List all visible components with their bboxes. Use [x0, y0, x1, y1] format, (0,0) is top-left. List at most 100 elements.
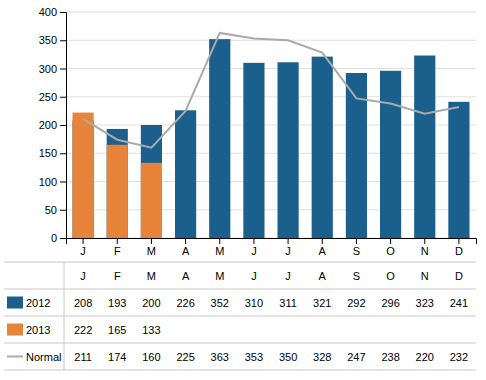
table-header: M [215, 270, 224, 282]
legend-swatch [7, 324, 23, 336]
y-tick-label: 150 [39, 147, 57, 159]
data-label: 174 [108, 351, 126, 363]
table-header: J [80, 270, 86, 282]
marks [72, 33, 469, 238]
table-header: A [182, 270, 190, 282]
data-label: 225 [176, 351, 194, 363]
y-tick: 200 [39, 119, 66, 131]
y-tick-label: 300 [39, 63, 57, 75]
table-header: D [455, 270, 463, 282]
x-tick: J [251, 238, 257, 257]
y-tick: 300 [39, 63, 66, 75]
x-tick: A [319, 238, 327, 257]
table-border [4, 316, 476, 317]
x-tick-mark [458, 238, 459, 244]
x-tick-label: M [147, 245, 156, 257]
x-tick: M [147, 238, 156, 257]
data-label: 310 [245, 297, 263, 309]
bar [380, 71, 401, 238]
y-axis: 050100150200250300350400 [39, 6, 67, 244]
data-label: 211 [74, 351, 92, 363]
data-label: 200 [142, 297, 160, 309]
data-label: 247 [347, 351, 365, 363]
y-tick-label: 200 [39, 119, 57, 131]
x-tick: J [285, 238, 291, 257]
y-tick-label: 0 [51, 232, 57, 244]
plot: 050100150200250300350400JFMAMJJASOND [39, 6, 477, 257]
x-tick-label: M [215, 245, 224, 257]
table-border [4, 289, 476, 290]
data-label: 241 [450, 297, 468, 309]
x-tick: N [421, 238, 429, 257]
x-tick: F [114, 238, 121, 257]
legend-swatch [7, 356, 23, 358]
table-border [4, 343, 476, 344]
table-border [4, 262, 476, 263]
x-tick-mark [151, 238, 152, 244]
bar [175, 110, 196, 238]
y-tick: 0 [51, 232, 66, 244]
data-label: 323 [416, 297, 434, 309]
data-label: 353 [245, 351, 263, 363]
bar [107, 129, 128, 238]
y-tick: 50 [45, 204, 66, 216]
table-header: O [386, 270, 395, 282]
bar [277, 62, 298, 238]
legend-label: 2013 [26, 324, 50, 336]
data-label: 160 [142, 351, 160, 363]
bar [448, 102, 469, 238]
data-label: 363 [211, 351, 229, 363]
bar [107, 145, 128, 238]
data-label: 193 [108, 297, 126, 309]
y-tick-mark [60, 182, 66, 183]
legend-swatch [7, 297, 23, 309]
legend-label: Normal [26, 351, 61, 363]
y-tick-mark [60, 125, 66, 126]
x-tick-label: J [251, 245, 257, 257]
y-tick-mark [60, 210, 66, 211]
data-label: 328 [313, 351, 331, 363]
x-tick-label: J [80, 245, 86, 257]
y-tick: 100 [39, 176, 66, 188]
data-label: 352 [211, 297, 229, 309]
chart: 050100150200250300350400JFMAMJJASONDJFMA… [0, 0, 486, 380]
y-tick-mark [60, 69, 66, 70]
table-header: J [285, 270, 291, 282]
table-border [64, 262, 65, 370]
y-tick-mark [60, 238, 66, 239]
x-tick: A [182, 238, 190, 257]
y-tick-mark [60, 40, 66, 41]
x-tick: J [80, 238, 86, 257]
y-tick-mark [60, 153, 66, 154]
x-tick-mark [356, 238, 357, 244]
y-tick-label: 50 [45, 204, 57, 216]
table-border [4, 370, 476, 371]
y-tick-label: 350 [39, 34, 57, 46]
grid [66, 12, 476, 238]
bar [209, 39, 230, 238]
bar [72, 113, 93, 238]
data-label: 220 [416, 351, 434, 363]
table-header: J [251, 270, 257, 282]
x-tick-mark [288, 238, 289, 244]
x-tick: S [353, 238, 360, 257]
y-tick-label: 400 [39, 6, 57, 18]
x-tick-label: S [353, 245, 360, 257]
bar [243, 63, 264, 238]
data-label: 321 [313, 297, 331, 309]
legend-label: 2012 [26, 297, 50, 309]
x-axis-line [67, 239, 477, 245]
line [83, 33, 459, 148]
data-label: 350 [279, 351, 297, 363]
y-tick: 350 [39, 34, 66, 46]
grid-line [66, 12, 476, 13]
data-label: 165 [108, 324, 126, 336]
x-tick-mark [253, 238, 254, 244]
x-tick-label: F [114, 245, 121, 257]
x-tick: M [215, 238, 224, 257]
x-tick-label: A [182, 245, 190, 257]
x-tick-label: A [319, 245, 327, 257]
data-label: 238 [381, 351, 399, 363]
data-label: 208 [74, 297, 92, 309]
x-tick: O [386, 238, 395, 257]
